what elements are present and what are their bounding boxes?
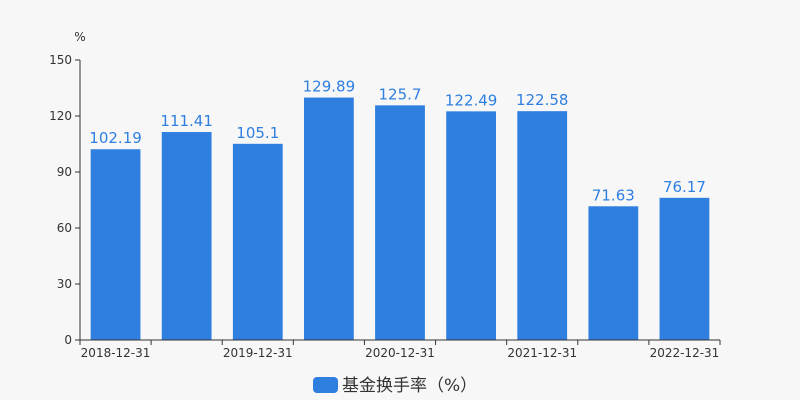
bar-value-label: 122.58 xyxy=(516,91,569,109)
x-tick-label: 2021-12-31 xyxy=(507,346,577,360)
y-tick-label: 150 xyxy=(49,53,72,67)
bar-value-label: 71.63 xyxy=(592,186,635,204)
legend[interactable]: 基金换手率（%） xyxy=(313,376,477,396)
bar-series xyxy=(90,97,710,341)
bar[interactable] xyxy=(446,111,496,341)
x-tick-label: 2020-12-31 xyxy=(365,346,435,360)
legend-swatch xyxy=(313,377,338,393)
x-axis: 2018-12-31 2019-12-31 2020-12-31 2021-12-31… xyxy=(79,340,721,360)
bar[interactable] xyxy=(588,206,639,340)
bar[interactable] xyxy=(375,105,425,340)
bar-value-label: 105.1 xyxy=(236,124,279,142)
bar[interactable] xyxy=(232,143,283,340)
y-tick-label: 120 xyxy=(49,109,72,123)
bar-value-label: 125.7 xyxy=(379,85,422,103)
x-tick-label: 2019-12-31 xyxy=(223,346,293,360)
bar[interactable] xyxy=(517,111,568,341)
bar-value-label: 76.17 xyxy=(663,178,706,196)
bar[interactable] xyxy=(161,132,212,340)
bar[interactable] xyxy=(304,97,354,340)
value-labels: 102.19 111.41 105.1 129.89 125.7 122.49 122.58… xyxy=(89,78,706,205)
bar[interactable] xyxy=(90,149,141,340)
y-tick-label: 90 xyxy=(57,165,72,179)
x-tick-label: 2018-12-31 xyxy=(81,346,151,360)
bar-value-label: 102.19 xyxy=(89,129,142,147)
y-tick-label: 30 xyxy=(57,277,72,291)
y-axis: 0 30 60 90 120 150 xyxy=(49,53,80,347)
bar-value-label: 122.49 xyxy=(445,91,498,109)
legend-label: 基金换手率（%） xyxy=(342,376,477,396)
y-tick-label: 0 xyxy=(64,333,72,347)
y-axis-unit-label: % xyxy=(74,30,85,44)
bar-value-label: 129.89 xyxy=(303,78,356,96)
x-tick-label: 2022-12-31 xyxy=(650,346,720,360)
y-tick-label: 60 xyxy=(57,221,72,235)
bar-value-label: 111.41 xyxy=(160,112,213,130)
bar[interactable] xyxy=(659,197,710,340)
